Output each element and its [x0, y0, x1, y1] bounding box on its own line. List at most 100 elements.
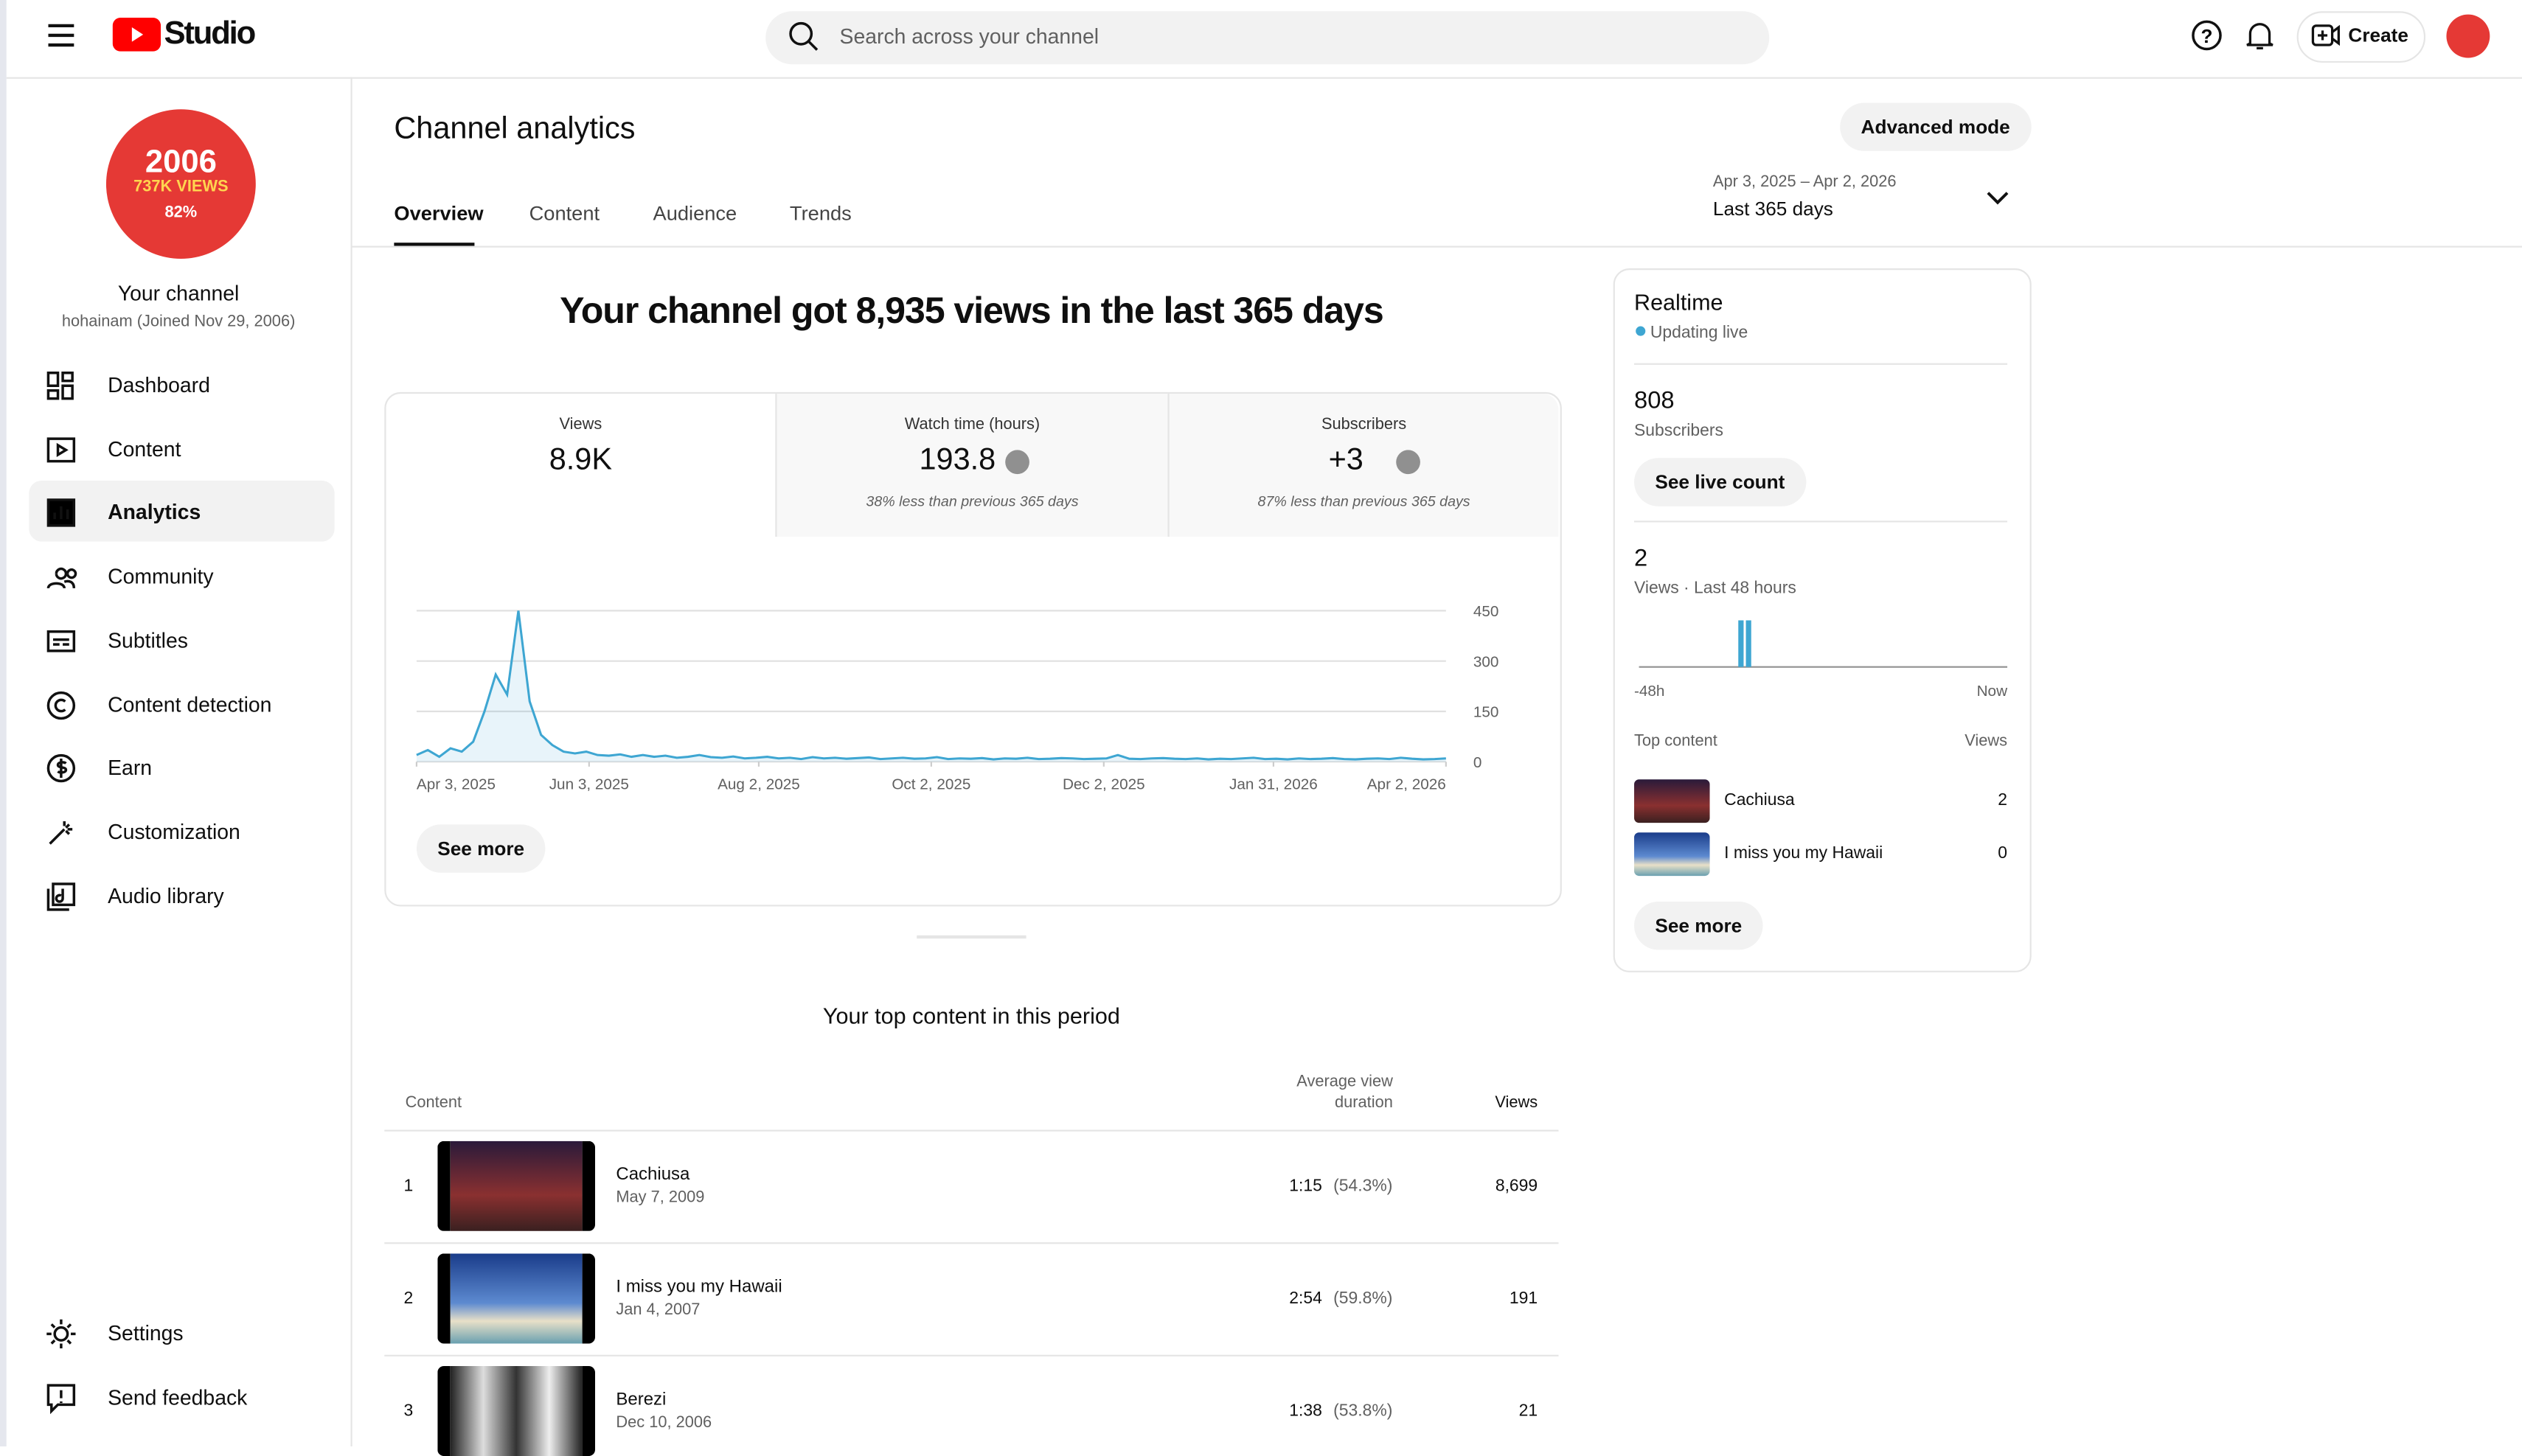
views: 191: [1509, 1289, 1538, 1309]
date-label[interactable]: Last 365 days: [1712, 198, 1833, 220]
avatar-percent: 82%: [164, 203, 198, 222]
realtime-see-more-button[interactable]: See more: [1634, 901, 1763, 950]
avg-percent: (59.8%): [1333, 1289, 1393, 1309]
nav-icon: [46, 1384, 76, 1415]
video-title[interactable]: I miss you my Hawaii: [616, 1278, 782, 1297]
nav-label: Send feedback: [108, 1385, 248, 1410]
nav-item[interactable]: Customization: [29, 800, 334, 861]
search-placeholder: Search across your channel: [839, 24, 1100, 49]
avg-duration: 2:54: [1289, 1289, 1322, 1309]
y-tick-label: 300: [1473, 653, 1499, 670]
views-chart: 0 150 300 450 Apr 3, 2025 Jun 3, 2025 Aug 2, 2…: [415, 603, 1499, 793]
nav-item[interactable]: Community: [29, 545, 334, 606]
nav-label: Community: [108, 564, 214, 589]
x-tick-label: Apr 2, 2026: [1367, 776, 1446, 793]
avatar-year: 2006: [145, 144, 217, 181]
top-content-title: Your top content in this period: [822, 1003, 1120, 1029]
metric-label: Views: [559, 416, 602, 434]
advanced-mode-button[interactable]: Advanced mode: [1840, 102, 2032, 151]
channel-handle: hohainam (Joined Nov 29, 2006): [61, 313, 296, 332]
carousel-indicator: [917, 935, 1026, 939]
nav-item[interactable]: Send feedback: [29, 1366, 334, 1427]
logo-icon[interactable]: [112, 17, 161, 52]
nav-icon: [46, 630, 76, 652]
search-box[interactable]: [765, 11, 1770, 65]
create-button[interactable]: [2296, 11, 2426, 63]
row-divider: [384, 1354, 1559, 1356]
avg-duration: 1:38: [1289, 1401, 1322, 1421]
x-tick-label: Apr 3, 2025: [417, 776, 496, 793]
page-title: Channel analytics: [394, 112, 636, 147]
nav-item[interactable]: Settings: [29, 1302, 334, 1363]
thumbnail[interactable]: [437, 1366, 596, 1456]
views: 8,699: [1495, 1176, 1538, 1196]
account-avatar[interactable]: [2446, 14, 2490, 58]
bell-icon[interactable]: [2245, 19, 2274, 52]
area: [416, 610, 1446, 762]
thumbnail[interactable]: [1634, 832, 1710, 877]
nav-icon: [46, 882, 76, 910]
row-divider: [384, 1242, 1559, 1244]
channel-avatar[interactable]: [105, 109, 256, 259]
metric-value: 193.8: [919, 443, 996, 478]
nav-label: Customization: [108, 819, 240, 844]
video-date: May 7, 2009: [616, 1189, 705, 1208]
see-live-count-button[interactable]: See live count: [1634, 458, 1806, 506]
channel-name: Your channel: [117, 281, 240, 306]
realtime-card: [1613, 268, 2032, 972]
subscriber-count: 808: [1634, 387, 1675, 415]
video-title[interactable]: Berezi: [616, 1390, 667, 1410]
help-icon[interactable]: ?: [2191, 19, 2223, 52]
x-tick-label: -48h: [1634, 683, 1664, 700]
video-date: Jan 4, 2007: [616, 1301, 701, 1320]
metric-note: 38% less than previous 365 days: [866, 493, 1079, 510]
nav-icon: [46, 372, 74, 400]
video-title[interactable]: Cachiusa: [616, 1165, 690, 1185]
live-dot: [1636, 326, 1646, 336]
nav-item[interactable]: Dashboard: [29, 354, 334, 415]
nav-icon: [49, 821, 73, 845]
tab[interactable]: Audience: [653, 202, 737, 226]
trend-down-icon: [1396, 450, 1420, 475]
views: 21: [1518, 1401, 1538, 1421]
tab[interactable]: Trends: [789, 202, 852, 226]
x-tick-label: Aug 2, 2025: [718, 776, 800, 793]
avg-duration: 1:15: [1289, 1176, 1322, 1196]
nav-label: Subtitles: [108, 627, 188, 652]
video-title[interactable]: I miss you my Hawaii: [1724, 843, 1883, 863]
nav-item[interactable]: Audio library: [29, 864, 334, 925]
divider: [1634, 520, 2008, 523]
column-header[interactable]: Average view duration: [1296, 1073, 1393, 1112]
nav-item[interactable]: Subtitles: [29, 609, 334, 670]
metric-divider: [1167, 394, 1170, 537]
realtime-status: Updating live: [1650, 323, 1748, 343]
tab[interactable]: Overview: [394, 202, 484, 226]
logo-text[interactable]: Studio: [164, 15, 256, 52]
x-tick-label: Jun 3, 2025: [549, 776, 629, 793]
thumbnail[interactable]: [437, 1253, 596, 1344]
nav-item[interactable]: Content: [29, 417, 334, 478]
thumbnail[interactable]: [1634, 779, 1710, 823]
see-more-button[interactable]: See more: [416, 824, 546, 873]
tab[interactable]: Content: [529, 202, 600, 226]
date-dropdown-icon[interactable]: [1987, 191, 2009, 206]
column-header[interactable]: Views: [1495, 1094, 1538, 1112]
nav-item[interactable]: Content detection: [29, 672, 334, 734]
nav-item[interactable]: Analytics: [29, 481, 335, 543]
date-range: Apr 3, 2025 – Apr 2, 2026: [1712, 173, 1897, 192]
realtime-title: Realtime: [1634, 289, 1723, 316]
metric-value: +3: [1328, 443, 1364, 478]
divider: [1634, 363, 2008, 365]
header-divider: [350, 245, 2522, 248]
metric-divider: [775, 394, 777, 537]
menu-icon[interactable]: [48, 23, 77, 49]
views: 2: [1998, 790, 2008, 810]
video-date: Dec 10, 2006: [616, 1414, 712, 1432]
thumbnail[interactable]: [437, 1140, 596, 1231]
search-icon: [789, 21, 819, 51]
video-title[interactable]: Cachiusa: [1724, 790, 1795, 810]
column-header: Content: [405, 1094, 462, 1112]
nav-item[interactable]: Earn: [29, 736, 334, 798]
avg-percent: (53.8%): [1333, 1401, 1393, 1421]
